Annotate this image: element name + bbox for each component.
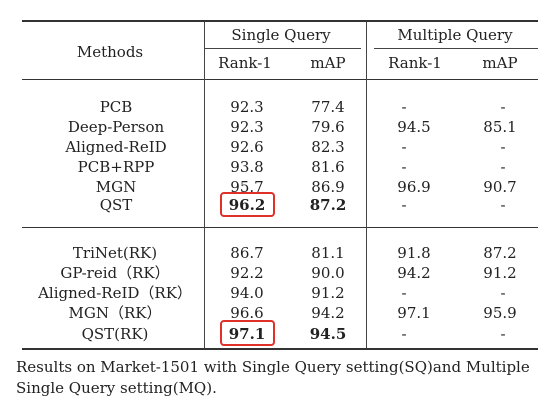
single-query-underline bbox=[205, 48, 361, 49]
sq-map-value: 90.0 bbox=[311, 264, 345, 282]
method-name: MGN（RK） bbox=[68, 304, 162, 322]
mq-map-value: 95.9 bbox=[483, 304, 517, 322]
sq-rank1-value: 97.1 bbox=[228, 325, 266, 343]
header-multiple-query: Multiple Query bbox=[397, 26, 513, 44]
method-name: MGN bbox=[95, 178, 137, 196]
sq-rank1-value: 92.2 bbox=[230, 264, 264, 282]
mq-rank1-value: - bbox=[401, 284, 407, 302]
method-name: Aligned-ReID（RK） bbox=[38, 284, 192, 302]
sq-rank1-value: 96.2 bbox=[228, 196, 266, 214]
group-separator-rule bbox=[22, 227, 538, 228]
method-name: TriNet(RK) bbox=[72, 244, 158, 262]
mq-map-value: - bbox=[500, 98, 506, 116]
sq-rank1-value: 92.6 bbox=[230, 138, 264, 156]
sq-rank1-value: 86.7 bbox=[230, 244, 264, 262]
header-sq-rank1: Rank-1 bbox=[218, 54, 272, 72]
sq-map-value: 81.6 bbox=[311, 158, 345, 176]
sq-rank1-value: 95.7 bbox=[230, 178, 264, 196]
mq-map-value: - bbox=[500, 284, 506, 302]
method-name: GP-reid（RK） bbox=[60, 264, 170, 282]
column-divider-methods bbox=[204, 22, 205, 348]
table-bottom-rule bbox=[22, 348, 538, 350]
method-name: QST bbox=[99, 196, 133, 214]
mq-rank1-value: 96.9 bbox=[397, 178, 431, 196]
method-name: QST(RK) bbox=[81, 325, 149, 343]
header-bottom-rule bbox=[22, 79, 538, 80]
table-caption: Results on Market-1501 with Single Query… bbox=[16, 358, 530, 397]
header-mq-rank1: Rank-1 bbox=[388, 54, 442, 72]
mq-map-value: - bbox=[500, 196, 506, 214]
highlight-box-qst-rk bbox=[220, 320, 275, 346]
method-name: PCB bbox=[99, 98, 133, 116]
sq-map-value: 79.6 bbox=[311, 118, 345, 136]
sq-rank1-value: 92.3 bbox=[230, 118, 264, 136]
mq-rank1-value: 94.2 bbox=[397, 264, 431, 282]
sq-rank1-value: 92.3 bbox=[230, 98, 264, 116]
header-methods: Methods bbox=[76, 43, 144, 61]
method-name: Deep-Person bbox=[67, 118, 165, 136]
sq-map-value: 82.3 bbox=[311, 138, 345, 156]
mq-map-value: - bbox=[500, 158, 506, 176]
header-mq-map: mAP bbox=[482, 54, 518, 72]
sq-rank1-value: 96.6 bbox=[230, 304, 264, 322]
mq-rank1-value: 91.8 bbox=[397, 244, 431, 262]
header-single-query: Single Query bbox=[231, 26, 331, 44]
mq-rank1-value: - bbox=[401, 325, 407, 343]
mq-map-value: - bbox=[500, 325, 506, 343]
mq-map-value: 87.2 bbox=[483, 244, 517, 262]
mq-rank1-value: - bbox=[401, 196, 407, 214]
sq-rank1-value: 94.0 bbox=[230, 284, 264, 302]
mq-map-value: 91.2 bbox=[483, 264, 517, 282]
header-sq-map: mAP bbox=[310, 54, 346, 72]
method-name: PCB+RPP bbox=[77, 158, 155, 176]
sq-map-value: 77.4 bbox=[311, 98, 345, 116]
sq-map-value: 94.2 bbox=[311, 304, 345, 322]
mq-rank1-value: 94.5 bbox=[397, 118, 431, 136]
mq-map-value: 90.7 bbox=[483, 178, 517, 196]
sq-map-value: 94.5 bbox=[309, 325, 347, 343]
sq-map-value: 81.1 bbox=[311, 244, 345, 262]
mq-rank1-value: 97.1 bbox=[397, 304, 431, 322]
sq-map-value: 91.2 bbox=[311, 284, 345, 302]
sq-map-value: 86.9 bbox=[311, 178, 345, 196]
highlight-box-qst bbox=[220, 192, 275, 217]
multiple-query-underline bbox=[374, 48, 538, 49]
mq-rank1-value: - bbox=[401, 98, 407, 116]
column-divider-sq-mq bbox=[366, 22, 367, 348]
mq-rank1-value: - bbox=[401, 138, 407, 156]
table-top-rule bbox=[22, 20, 538, 22]
mq-map-value: - bbox=[500, 138, 506, 156]
method-name: Aligned-ReID bbox=[65, 138, 167, 156]
mq-rank1-value: - bbox=[401, 158, 407, 176]
sq-map-value: 87.2 bbox=[309, 196, 347, 214]
mq-map-value: 85.1 bbox=[483, 118, 517, 136]
sq-rank1-value: 93.8 bbox=[230, 158, 264, 176]
